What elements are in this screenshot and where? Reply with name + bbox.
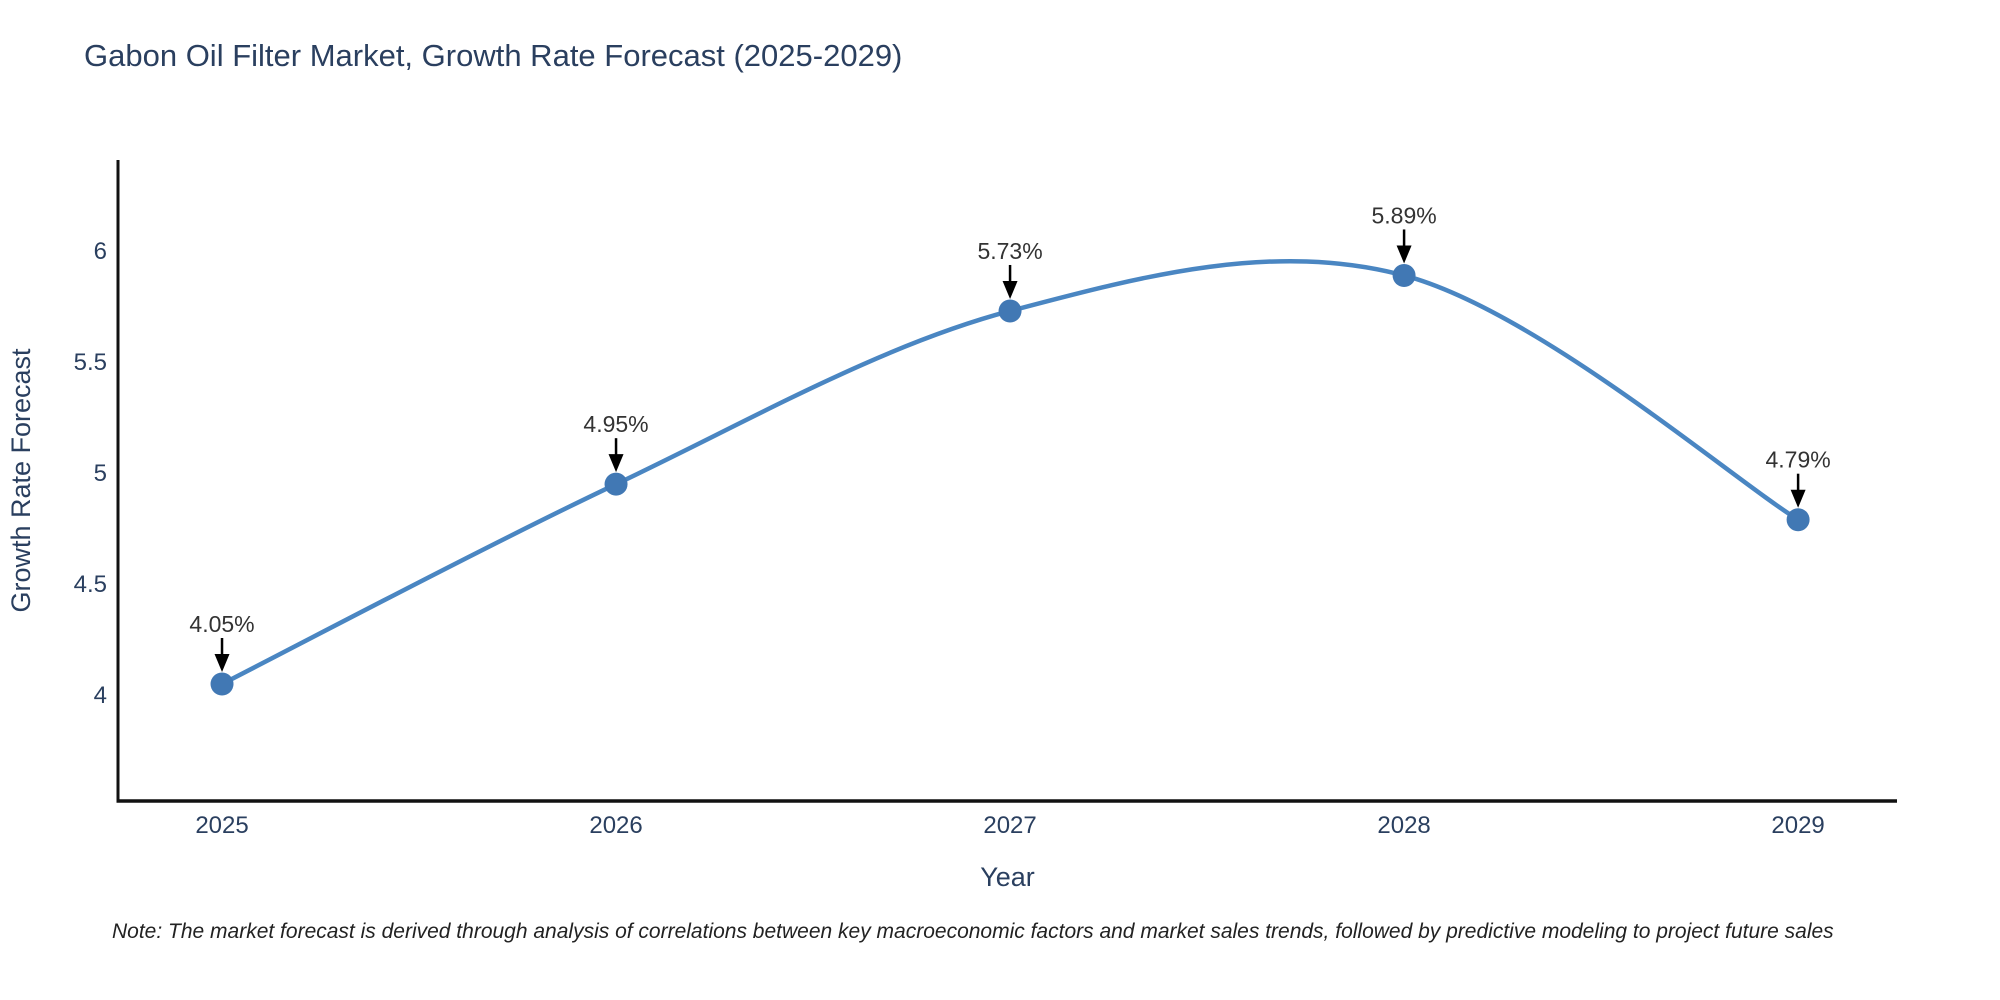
annotation-arrowhead-icon (1002, 280, 1018, 299)
data-point-label: 5.73% (977, 238, 1042, 264)
footnote: Note: The market forecast is derived thr… (112, 920, 1834, 943)
y-tick-label: 5.5 (74, 349, 107, 376)
data-point-marker (1786, 508, 1810, 532)
x-tick-label: 2029 (1771, 812, 1824, 839)
data-point-marker (210, 672, 234, 696)
data-point-label: 4.79% (1765, 447, 1830, 473)
data-point-marker (1392, 263, 1416, 287)
x-tick-label: 2028 (1377, 812, 1430, 839)
annotation-arrowhead-icon (1790, 489, 1806, 508)
y-tick-label: 4 (94, 682, 107, 709)
series-line (219, 258, 1801, 687)
data-point-label: 4.05% (189, 611, 254, 637)
x-axis-title: Year (980, 862, 1035, 892)
annotation-arrowhead-icon (608, 454, 624, 473)
x-tick-label: 2025 (195, 812, 248, 839)
x-tick-label: 2026 (589, 812, 642, 839)
data-point-marker (998, 299, 1022, 323)
annotation-arrowhead-icon (214, 653, 230, 672)
data-point-marker (604, 472, 628, 496)
data-point-label: 4.95% (583, 411, 648, 437)
y-axis-title: Growth Rate Forecast (6, 348, 36, 613)
chart-title: Gabon Oil Filter Market, Growth Rate For… (84, 38, 903, 73)
annotation-arrowhead-icon (1396, 245, 1412, 264)
y-tick-label: 6 (94, 238, 107, 265)
y-tick-label: 4.5 (74, 571, 107, 598)
y-tick-label: 5 (94, 460, 107, 487)
x-tick-label: 2027 (983, 812, 1036, 839)
data-point-label: 5.89% (1371, 202, 1436, 228)
